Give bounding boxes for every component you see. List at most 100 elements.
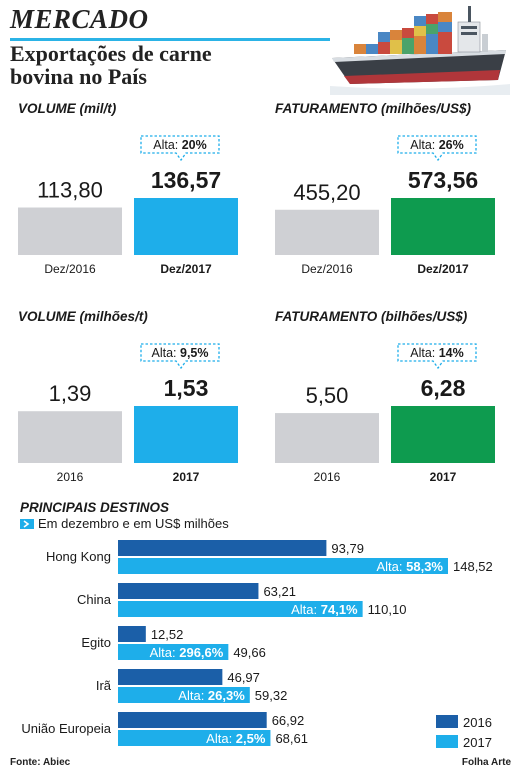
bar-2017: [118, 730, 271, 746]
value-label: 113,80: [37, 178, 103, 203]
badge-text: Alta: 9,5%: [152, 346, 209, 360]
growth-value: 26,3%: [208, 688, 245, 703]
value-label: 1,53: [164, 375, 209, 401]
bar-2016: [118, 540, 327, 556]
category-label: Dez/2016: [301, 262, 353, 276]
legend: 2016 2017: [436, 715, 492, 750]
destinations-title: PRINCIPAIS DESTINOS: [20, 500, 169, 515]
headline: Exportações de carne bovina no País: [10, 42, 310, 88]
growth-value: 74,1%: [321, 602, 358, 617]
destination-row: Hong Kong 93,79 148,52 Alta: 58,3%: [46, 540, 493, 574]
growth-prefix: Alta:: [206, 731, 236, 746]
category-label: Dez/2016: [44, 262, 96, 276]
value-label-2016: 63,21: [263, 584, 296, 599]
chart-title: VOLUME (milhões/t): [18, 309, 148, 324]
summary-chart-1: VOLUME (mil/t) 113,80 Dez/2016 136,57 Dez/20…: [18, 101, 238, 276]
growth-label: Alta: 74,1%: [291, 602, 358, 617]
category-label: 2016: [57, 470, 84, 484]
value-label-2016: 93,79: [331, 541, 364, 556]
badge-text: Alta: 20%: [153, 138, 207, 152]
badge-outline: [140, 343, 220, 370]
growth-label: Alta: 296,6%: [150, 645, 224, 660]
bar-2016: [275, 413, 379, 463]
badge-value: 9,5%: [180, 346, 209, 360]
kicker-rule: [10, 38, 330, 41]
legend-swatch-2016: [436, 715, 458, 728]
bar-2016: [118, 583, 259, 599]
badge-value: 14%: [439, 346, 464, 360]
category-label: 2017: [173, 470, 200, 484]
chart-title: FATURAMENTO (milhões/US$): [275, 101, 472, 116]
category-label: 2017: [430, 470, 457, 484]
summary-chart-2: FATURAMENTO (milhões/US$) 455,20 Dez/2016 5…: [275, 101, 495, 276]
growth-badge: Alta: 9,5%: [140, 343, 220, 370]
summary-chart-4: FATURAMENTO (bilhões/US$) 5,50 2016 6,28 201…: [275, 309, 495, 484]
bar-Dez/2017: [134, 198, 238, 255]
destination-row: Irã 46,97 59,32 Alta: 26,3%: [96, 669, 288, 703]
value-label-2017: 148,52: [453, 559, 493, 574]
badge-text: Alta: 26%: [410, 138, 464, 152]
growth-label: Alta: 26,3%: [178, 688, 245, 703]
bar-2017: [118, 601, 363, 617]
badge-prefix: Alta:: [153, 138, 182, 152]
bar-2017: [391, 406, 495, 463]
summary-charts: VOLUME (mil/t) 113,80 Dez/2016 136,57 Dez/20…: [18, 101, 495, 484]
growth-prefix: Alta:: [291, 602, 321, 617]
chart-title: FATURAMENTO (bilhões/US$): [275, 309, 468, 324]
badge-prefix: Alta:: [410, 346, 439, 360]
cargo-ship-icon: [330, 6, 510, 95]
destination-label: China: [77, 592, 112, 607]
destination-label: União Europeia: [21, 721, 111, 736]
category-label: 2016: [314, 470, 341, 484]
destination-row: União Europeia 66,92 68,61 Alta: 2,5%: [21, 712, 308, 746]
bar-Dez/2017: [391, 198, 495, 255]
bar-2017: [134, 406, 238, 463]
legend-swatch-2017: [436, 735, 458, 748]
growth-value: 58,3%: [406, 559, 443, 574]
growth-prefix: Alta:: [150, 645, 180, 660]
badge-value: 26%: [439, 138, 464, 152]
destination-row: Egito 12,52 49,66 Alta: 296,6%: [81, 626, 266, 660]
value-label: 136,57: [151, 167, 221, 193]
bar-2016: [118, 712, 267, 728]
category-label: Dez/2017: [417, 262, 469, 276]
growth-prefix: Alta:: [178, 688, 208, 703]
headline-line-2: bovina no País: [10, 64, 147, 89]
legend-label: 2016: [463, 715, 492, 730]
bar-2016: [118, 626, 146, 642]
badge-prefix: Alta:: [152, 346, 181, 360]
bar-2017: [118, 644, 229, 660]
growth-value: 296,6%: [179, 645, 224, 660]
section-kicker: MERCADO: [10, 4, 149, 34]
value-label-2017: 68,61: [275, 731, 308, 746]
badge-outline: [397, 135, 477, 162]
value-label-2017: 49,66: [233, 645, 266, 660]
growth-badge: Alta: 14%: [397, 343, 477, 370]
summary-chart-3: VOLUME (milhões/t) 1,39 2016 1,53 2017 Alta: …: [18, 309, 238, 484]
value-label-2017: 110,10: [368, 602, 407, 617]
containers: [354, 12, 452, 54]
value-label-2016: 46,97: [227, 670, 260, 685]
value-label: 455,20: [293, 180, 360, 205]
value-label: 573,56: [408, 167, 478, 193]
value-label-2016: 12,52: [151, 627, 184, 642]
bar-2016: [118, 669, 223, 685]
destinations-subtitle: Em dezembro e em US$ milhões: [38, 516, 229, 531]
growth-label: Alta: 2,5%: [206, 731, 266, 746]
badge-outline: [397, 343, 477, 370]
category-label: Dez/2017: [160, 262, 212, 276]
bar-2016: [18, 411, 122, 463]
value-label: 5,50: [306, 383, 349, 408]
legend-label: 2017: [463, 735, 492, 750]
bar-2017: [118, 687, 250, 703]
destination-row: China 63,21 110,10 Alta: 74,1%: [77, 583, 406, 617]
badge-outline: [140, 135, 220, 162]
credit-note: Folha Arte: [461, 757, 511, 768]
bar-Dez/2016: [18, 207, 122, 255]
chevron-right-icon: [23, 520, 30, 528]
value-label-2017: 59,32: [255, 688, 288, 703]
growth-badge: Alta: 20%: [140, 135, 220, 162]
destination-label: Hong Kong: [46, 549, 111, 564]
growth-badge: Alta: 26%: [397, 135, 477, 162]
